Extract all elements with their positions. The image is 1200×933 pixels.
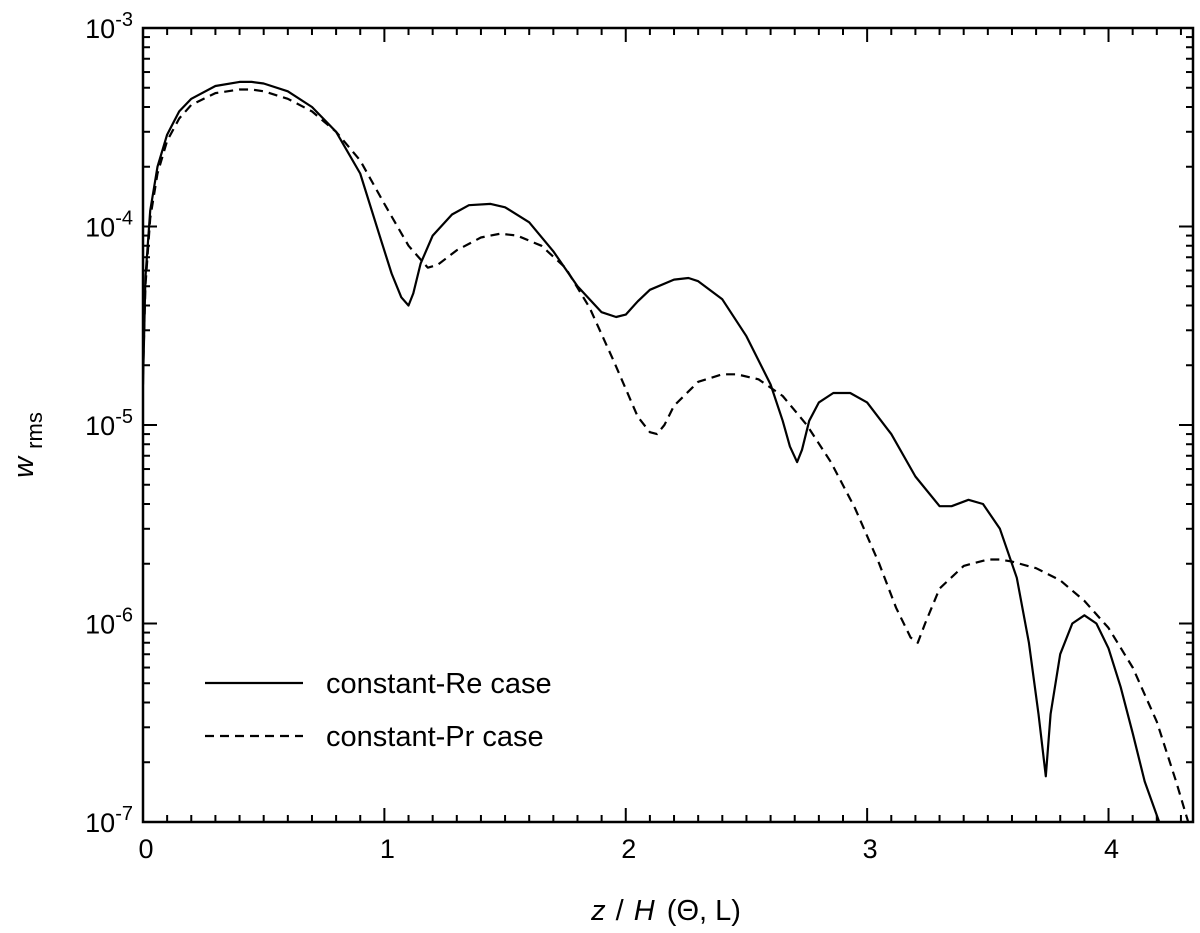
legend: constant-Re case constant-Pr case <box>205 668 552 753</box>
y-axis-title: w rms <box>8 412 47 478</box>
series-line-constant-pr-case <box>143 88 1190 822</box>
series-layer <box>143 80 1190 822</box>
x-tick-label: 2 <box>621 834 636 864</box>
x-tick-label: 3 <box>863 834 878 864</box>
y-tick-label: 10-3 <box>85 9 133 44</box>
x-tick-label: 0 <box>138 834 153 864</box>
legend-label-constant-pr: constant-Pr case <box>326 721 544 753</box>
y-axis-title-sub: rms <box>22 412 47 449</box>
x-axis-title: z / H (Θ, L) <box>590 895 741 927</box>
labels-layer: 0 1 2 3 4 10-7 10-6 10-5 10-4 10-3 <box>85 9 1119 864</box>
x-axis-title-fn: H <box>634 895 655 927</box>
y-tick-label: 10-7 <box>85 803 133 838</box>
x-axis-title-args: (Θ, L) <box>667 895 741 927</box>
legend-label-constant-re: constant-Re case <box>326 668 552 700</box>
y-tick-label: 10-4 <box>85 208 133 243</box>
y-tick-label: 10-5 <box>85 406 133 441</box>
y-axis-title-base: w <box>8 455 40 478</box>
x-axis-title-sep: / <box>616 895 625 927</box>
x-tick-label: 1 <box>380 834 395 864</box>
y-tick-label: 10-6 <box>85 605 133 640</box>
plot-frame <box>141 26 1195 824</box>
series-line-constant-re-case <box>143 80 1161 822</box>
x-axis-title-var: z <box>590 895 606 927</box>
x-tick-label: 4 <box>1104 834 1119 864</box>
ticks-layer <box>142 27 1193 823</box>
